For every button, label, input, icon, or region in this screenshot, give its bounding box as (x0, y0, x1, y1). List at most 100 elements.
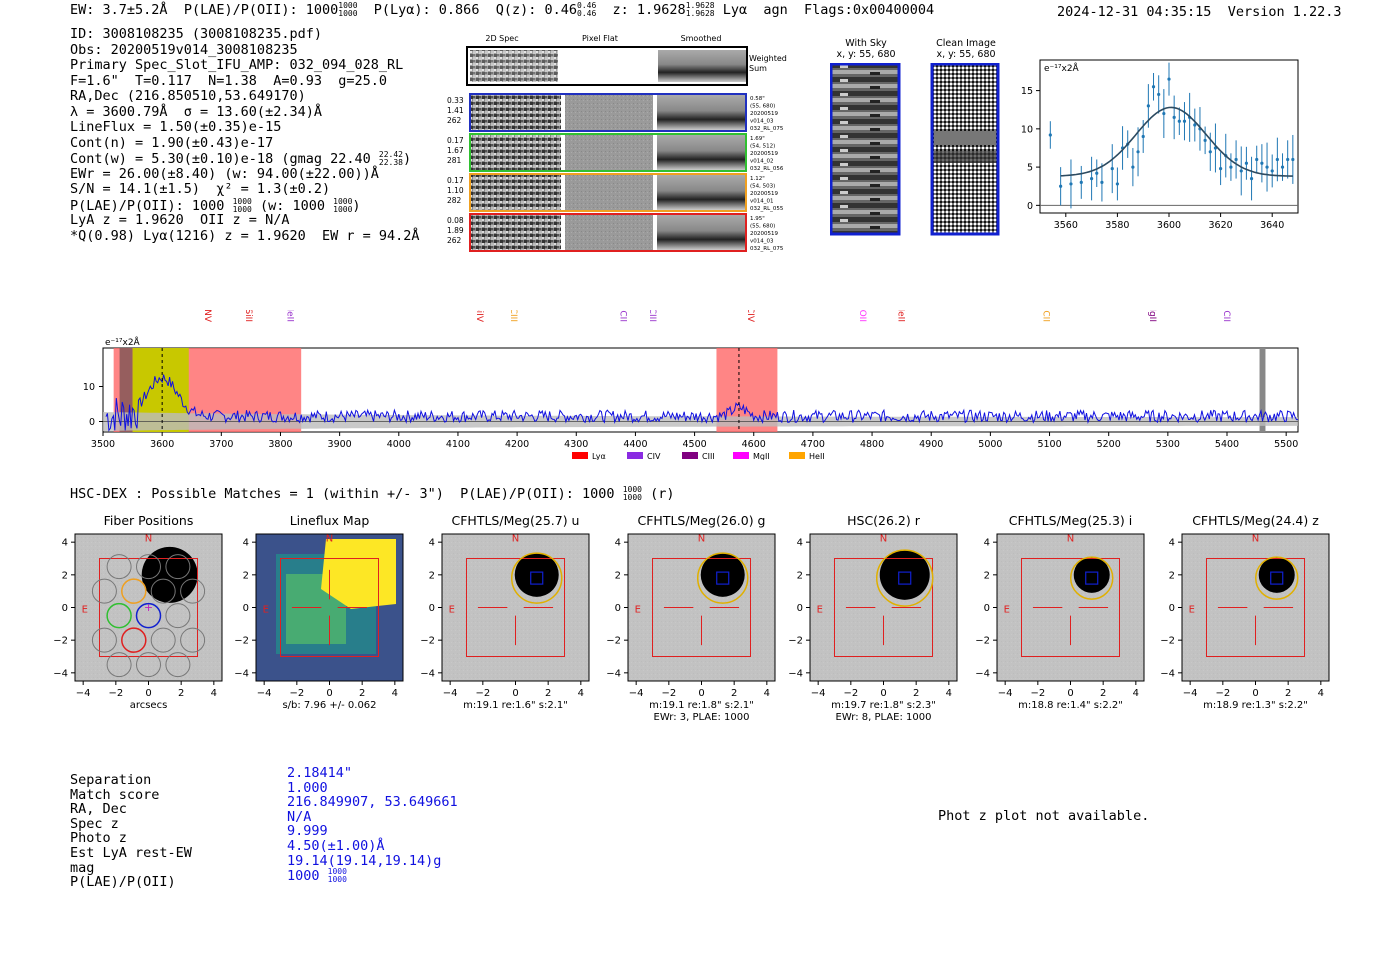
fit-point (1048, 133, 1052, 137)
spectrum-y-tick-label: 10 (83, 382, 95, 393)
aperture-ellipse (510, 552, 563, 604)
clean-image (930, 63, 1000, 236)
spec2d-row-info: (54, 503) (750, 184, 775, 190)
smoothed-cell (657, 95, 745, 130)
lineflux-peak (321, 539, 396, 609)
with-sky-title: With Sky x, y: 55, 680 (836, 38, 896, 60)
north-label: N (880, 533, 887, 544)
panel-y-tick-label: 2 (62, 570, 68, 581)
fiber-circle-highlight (121, 627, 147, 653)
emission-line-label: CIII (647, 310, 657, 322)
spec2d-row-value: 0.17 (447, 176, 464, 185)
fit-y-tick-label: 5 (1027, 163, 1033, 174)
source-blob (1258, 556, 1295, 593)
spec2d-row-info: 032_RL_056 (750, 166, 784, 172)
panel-x-tick-label: −2 (661, 688, 676, 699)
detection-details: ID: 3008108235 (3008108235.pdf) Obs: 202… (70, 26, 420, 244)
fit-point (1090, 176, 1094, 181)
panel-y-tick-label: −4 (53, 668, 68, 679)
fit-x-tick-label: 3600 (1157, 220, 1181, 231)
panel-caption: m:18.8 re:1.4" s:2.2" (1018, 700, 1123, 711)
emission-line-label: OII (857, 310, 867, 322)
panel-x-tick-label: 2 (1100, 688, 1106, 699)
legend-label: HeII (809, 452, 825, 460)
spectrum-x-tick-label: 4200 (505, 439, 529, 450)
search-box (652, 558, 751, 657)
fit-point (1234, 157, 1238, 162)
fiber-circle (180, 578, 206, 604)
hetdex-position-marker (1270, 571, 1284, 585)
pixel-flat-cell (565, 95, 653, 130)
panel-x-tick-label: 4 (211, 688, 217, 699)
detail-fparams: F=1.6" T=0.117 N=1.38 A=0.93 g=25.0 (70, 72, 387, 89)
header-summary: EW: 3.7±5.2Å P(LAE)/P(OII): 10001000 1000… (70, 1, 935, 19)
spec2d-row-value: 0.08 (447, 216, 464, 225)
fiber-circle-highlight (106, 602, 132, 629)
line-fit-chart: e⁻¹⁷x2Å 3560 3580 3600 3620 3640 0 5 10 15 (1021, 59, 1299, 231)
match-label: RA, Dec (70, 801, 127, 818)
hetdex-position-marker (1085, 571, 1099, 585)
spec2d-col-label: Pixel Flat (582, 34, 618, 43)
fit-point (1249, 176, 1254, 181)
pixel-flat-cell (565, 175, 653, 210)
full-spectrum-chart: e⁻¹⁷x2Å 3500 3600 3700 3800 3900 4000 4100 4200 4… (83, 310, 1299, 460)
spec2d-row-info: (55, 680) (750, 104, 775, 110)
spec2d-row-info: 20200519 (750, 191, 778, 197)
with-sky-image (830, 63, 901, 236)
panel-x-tick-label: 0 (1252, 688, 1258, 699)
fit-point (1182, 119, 1187, 123)
panel-title: CFHTLS/Meg(26.0) g (638, 513, 766, 528)
emission-line-label: CIII (508, 310, 518, 322)
spec2d-row-info: v014_02 (750, 159, 774, 165)
fit-point (1177, 119, 1181, 123)
emission-line-label: SiIV (474, 310, 484, 323)
fiber-circle (91, 627, 117, 653)
legend-label: CIV (647, 452, 661, 460)
panel-noise (810, 534, 957, 681)
cutout-images (830, 63, 1000, 236)
header-qz: Q(z): 0.46 (495, 2, 577, 18)
clean-image-title: Clean Image x, y: 55, 680 (936, 38, 996, 60)
search-box (280, 558, 379, 657)
spec2d-row-info: 1.95" (750, 216, 765, 222)
spec2d-row-info: 0.58" (750, 96, 765, 102)
spectrum-x-tick-label: 5300 (1156, 439, 1180, 450)
east-label: E (1189, 604, 1195, 615)
panel-x-tick-label: −4 (629, 688, 644, 699)
spectrum-x-tick-label: 3900 (328, 439, 352, 450)
panel-y-tick-label: 2 (243, 570, 249, 581)
panel-caption: m:19.1 re:1.8" s:2.1" (649, 700, 754, 711)
fit-point (1069, 182, 1073, 186)
fit-point (1260, 161, 1264, 165)
panel-y-tick-label: −4 (606, 668, 621, 679)
spec2d-row-info: 20200519 (750, 151, 778, 157)
spectrum-x-tick-label: 5200 (1097, 439, 1121, 450)
panel-y-tick-label: −4 (420, 668, 435, 679)
panel-x-tick-label: 2 (545, 688, 551, 699)
spec2d-row-info: 032_RL_055 (750, 206, 784, 212)
spectrum-x-tick-label: 4900 (919, 439, 943, 450)
detail-id: ID: 3008108235 (3008108235.pdf) (70, 26, 322, 42)
fit-point (1193, 123, 1197, 127)
panel-title: CFHTLS/Meg(25.3) i (1009, 513, 1133, 528)
panel-y-tick-label: 0 (1169, 603, 1175, 614)
header-flags: Flags:0x00400004 (804, 2, 935, 18)
panel-y-tick-label: 2 (797, 570, 803, 581)
north-label: N (145, 533, 152, 544)
panel-x-tick-label: −2 (1030, 688, 1045, 699)
panel-y-tick-label: 0 (984, 603, 990, 614)
panel-y-tick-label: 4 (62, 538, 68, 549)
match-labels: Separation Match score RA, Dec Spec z Ph… (70, 773, 192, 890)
emission-line-label: HeII (285, 310, 295, 322)
spec2d-row-info: v014_03 (750, 119, 774, 125)
search-box (466, 558, 565, 657)
spec2d-cell (471, 95, 561, 130)
match-value: 19.14(19.14,19.14)g (287, 852, 442, 869)
source-blob (700, 552, 745, 597)
panel-x-tick-label: 4 (946, 688, 952, 699)
panel-y-tick-label: 2 (1169, 570, 1175, 581)
fit-point (1146, 104, 1150, 108)
fiber-circle (180, 627, 206, 653)
match-label: Photo z (70, 830, 127, 847)
fit-point (1167, 77, 1171, 81)
